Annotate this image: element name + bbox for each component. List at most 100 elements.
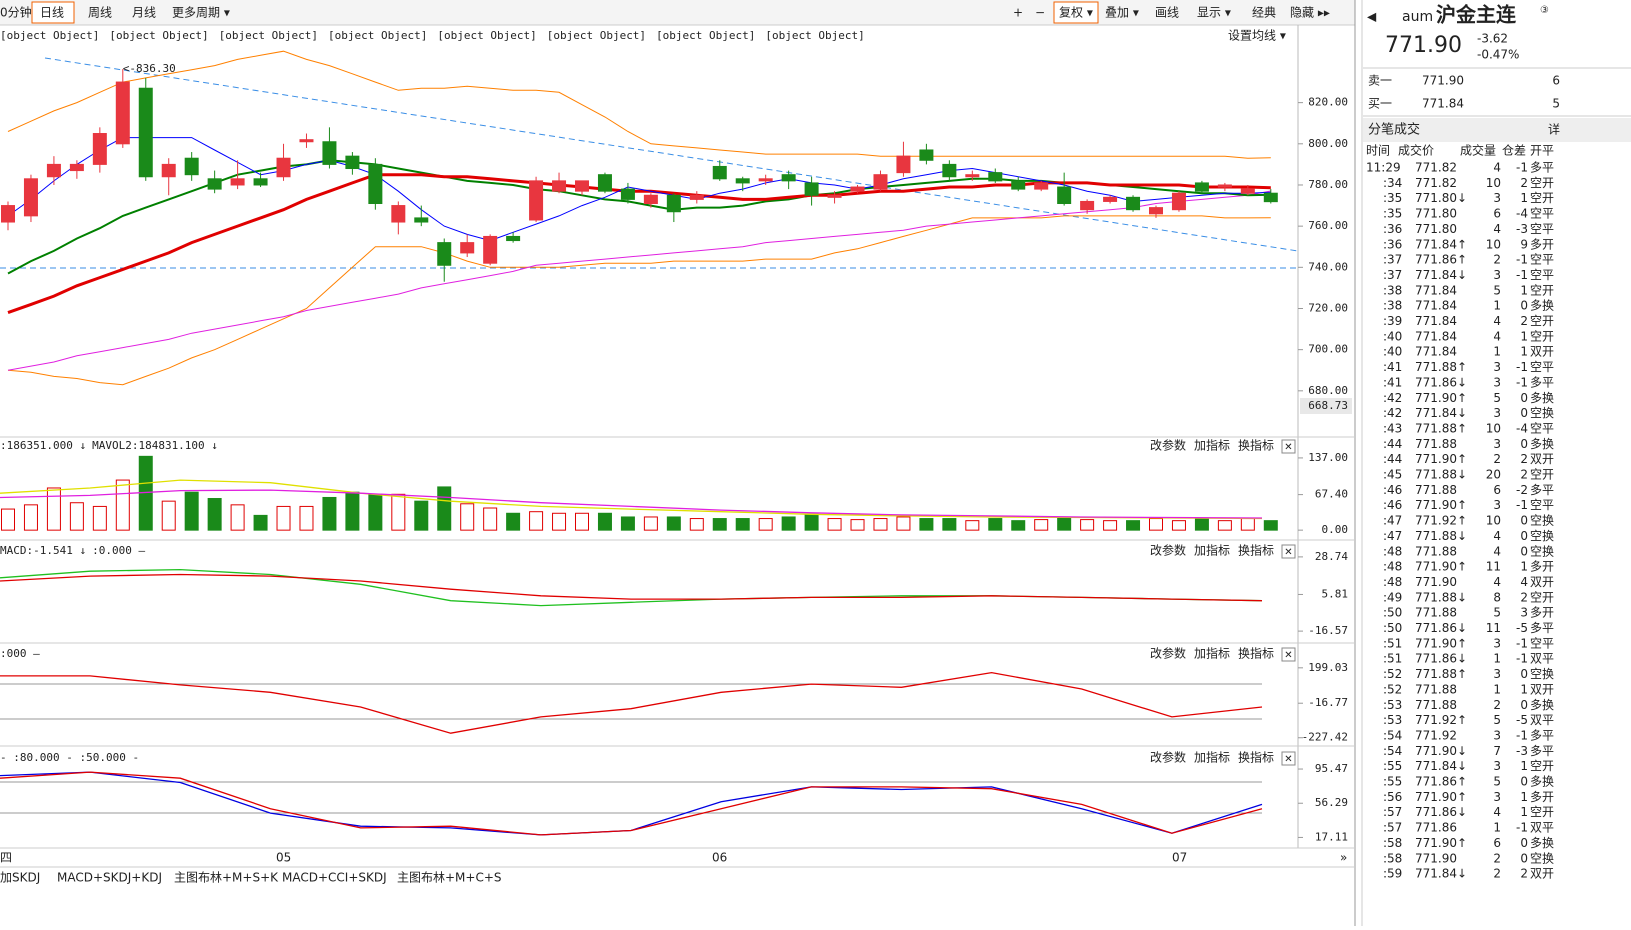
trade-time: :38 xyxy=(1383,283,1402,297)
trade-volume: 3 xyxy=(1493,191,1501,205)
trade-time: :43 xyxy=(1383,421,1402,435)
pane-close[interactable]: ✕ xyxy=(1284,547,1292,558)
period-tab[interactable]: 0分钟 xyxy=(0,5,32,20)
trade-price: 771.86 xyxy=(1415,775,1457,789)
toolbar-button[interactable]: 叠加 ▾ xyxy=(1105,6,1139,20)
volume-bar xyxy=(69,502,84,531)
pane-button[interactable]: 加指标 xyxy=(1194,750,1230,765)
trade-time: :40 xyxy=(1383,329,1402,343)
book-label: 买一 xyxy=(1368,97,1392,111)
bottom-tab[interactable]: 主图布林+M+S+K xyxy=(174,871,279,885)
period-tab[interactable]: 月线 xyxy=(132,6,156,20)
trade-time: :39 xyxy=(1383,314,1402,328)
pane-button[interactable]: 换指标 xyxy=(1238,543,1274,558)
trade-volume: 1 xyxy=(1493,652,1501,666)
candle-body xyxy=(207,178,222,190)
legend-item: [object Object] xyxy=(219,29,318,42)
trade-kind: 空开 xyxy=(1530,283,1554,297)
trade-arrow: ↑ xyxy=(1457,360,1467,374)
trade-price: 771.92 xyxy=(1415,728,1457,742)
trade-kind: 多开 xyxy=(1530,237,1554,251)
indicator-line xyxy=(7,215,1271,386)
pane-button[interactable]: 换指标 xyxy=(1238,646,1274,661)
trade-kind: 多平 xyxy=(1530,375,1554,389)
trade-arrow: ↑ xyxy=(1457,713,1467,727)
trade-kind: 空开 xyxy=(1530,314,1554,328)
pane-legend: - :80.000 - :50.000 - xyxy=(0,751,139,764)
trade-oi-diff: 1 xyxy=(1520,345,1528,359)
period-tab[interactable]: 更多周期 ▾ xyxy=(172,6,230,20)
period-tab[interactable]: 日线 xyxy=(40,6,64,20)
pane-button[interactable]: 加指标 xyxy=(1194,646,1230,661)
trade-arrow: ↓ xyxy=(1457,621,1467,635)
candle-body xyxy=(161,163,176,178)
candle-body xyxy=(506,235,521,242)
toolbar-button[interactable]: 经典 xyxy=(1252,6,1276,20)
bottom-tab[interactable]: MACD+SKDJ+KDJ xyxy=(57,871,162,885)
volume-bar xyxy=(781,516,796,531)
candle-body xyxy=(69,163,84,172)
trade-volume: 3 xyxy=(1493,790,1501,804)
pane-close[interactable]: ✕ xyxy=(1284,442,1292,453)
trade-volume: 3 xyxy=(1493,636,1501,650)
trade-oi-diff: 3 xyxy=(1520,606,1528,620)
volume-bar xyxy=(1034,519,1049,531)
volume-bar xyxy=(552,512,567,531)
trade-oi-diff: -1 xyxy=(1516,253,1528,267)
trade-price: 771.82 xyxy=(1415,176,1457,190)
volume-bar xyxy=(735,518,750,531)
candle-body xyxy=(965,174,980,178)
pane-button[interactable]: 改参数 xyxy=(1150,543,1186,558)
detail-button[interactable]: 详 xyxy=(1548,122,1560,137)
volume-bar xyxy=(689,518,704,531)
toolbar-button[interactable]: 隐藏 ▸▸ xyxy=(1290,6,1330,20)
pane-button[interactable]: 改参数 xyxy=(1150,646,1186,661)
pane-button[interactable]: 加指标 xyxy=(1194,438,1230,453)
y-tick-label: 800.00 xyxy=(1308,137,1348,150)
x-axis-label: 05 xyxy=(276,851,291,865)
bottom-tab[interactable]: 主图布林+M+C+S xyxy=(397,871,502,885)
trade-volume: 3 xyxy=(1493,667,1501,681)
trade-oi-diff: 4 xyxy=(1520,575,1528,589)
toolbar-button[interactable]: 画线 xyxy=(1155,6,1179,20)
pane-button[interactable]: 加指标 xyxy=(1194,543,1230,558)
toolbar-button[interactable]: − xyxy=(1035,6,1045,20)
bottom-tab[interactable]: MACD+CCI+SKDJ xyxy=(282,871,387,885)
ma-setting[interactable]: 设置均线 ▾ xyxy=(1228,29,1286,43)
pane-button[interactable]: 改参数 xyxy=(1150,438,1186,453)
period-tab[interactable]: 周线 xyxy=(88,6,112,20)
pane-button[interactable]: 换指标 xyxy=(1238,750,1274,765)
trade-volume: 5 xyxy=(1493,283,1501,297)
trade-oi-diff: -2 xyxy=(1516,483,1528,497)
pane-close[interactable]: ✕ xyxy=(1284,754,1292,765)
trade-price: 771.80 xyxy=(1415,207,1457,221)
trade-time: :57 xyxy=(1383,805,1402,819)
trade-arrow: ↑ xyxy=(1457,391,1467,405)
toolbar-bg xyxy=(0,0,1355,25)
trade-oi-diff: 2 xyxy=(1520,452,1528,466)
trade-price: 771.84 xyxy=(1415,867,1457,881)
trade-volume: 11 xyxy=(1486,621,1501,635)
toolbar-button[interactable]: 复权 ▾ xyxy=(1059,6,1093,20)
candle-body xyxy=(942,163,957,178)
trade-time: :37 xyxy=(1383,268,1402,282)
trade-volume: 2 xyxy=(1493,253,1501,267)
trade-kind: 空平 xyxy=(1530,421,1554,435)
pane-button[interactable]: 改参数 xyxy=(1150,750,1186,765)
candle-body xyxy=(1034,182,1049,190)
volume-bar xyxy=(850,519,865,531)
trade-price: 771.88 xyxy=(1415,468,1457,482)
trade-arrow: ↑ xyxy=(1457,667,1467,681)
trade-price: 771.82 xyxy=(1415,161,1457,175)
legend-item: [object Object] xyxy=(109,29,208,42)
y-tick-label: 95.47 xyxy=(1315,762,1348,775)
trade-arrow: ↓ xyxy=(1457,867,1467,881)
pane-legend: :000 – xyxy=(0,647,40,660)
pane-close[interactable]: ✕ xyxy=(1284,650,1292,661)
toolbar-button[interactable]: + xyxy=(1013,6,1023,20)
pane-button[interactable]: 换指标 xyxy=(1238,438,1274,453)
bottom-tab[interactable]: 加SKDJ xyxy=(0,871,40,885)
toolbar-button[interactable]: 显示 ▾ xyxy=(1197,6,1231,20)
volume-bar xyxy=(207,498,222,531)
trade-kind: 多换 xyxy=(1530,437,1554,451)
